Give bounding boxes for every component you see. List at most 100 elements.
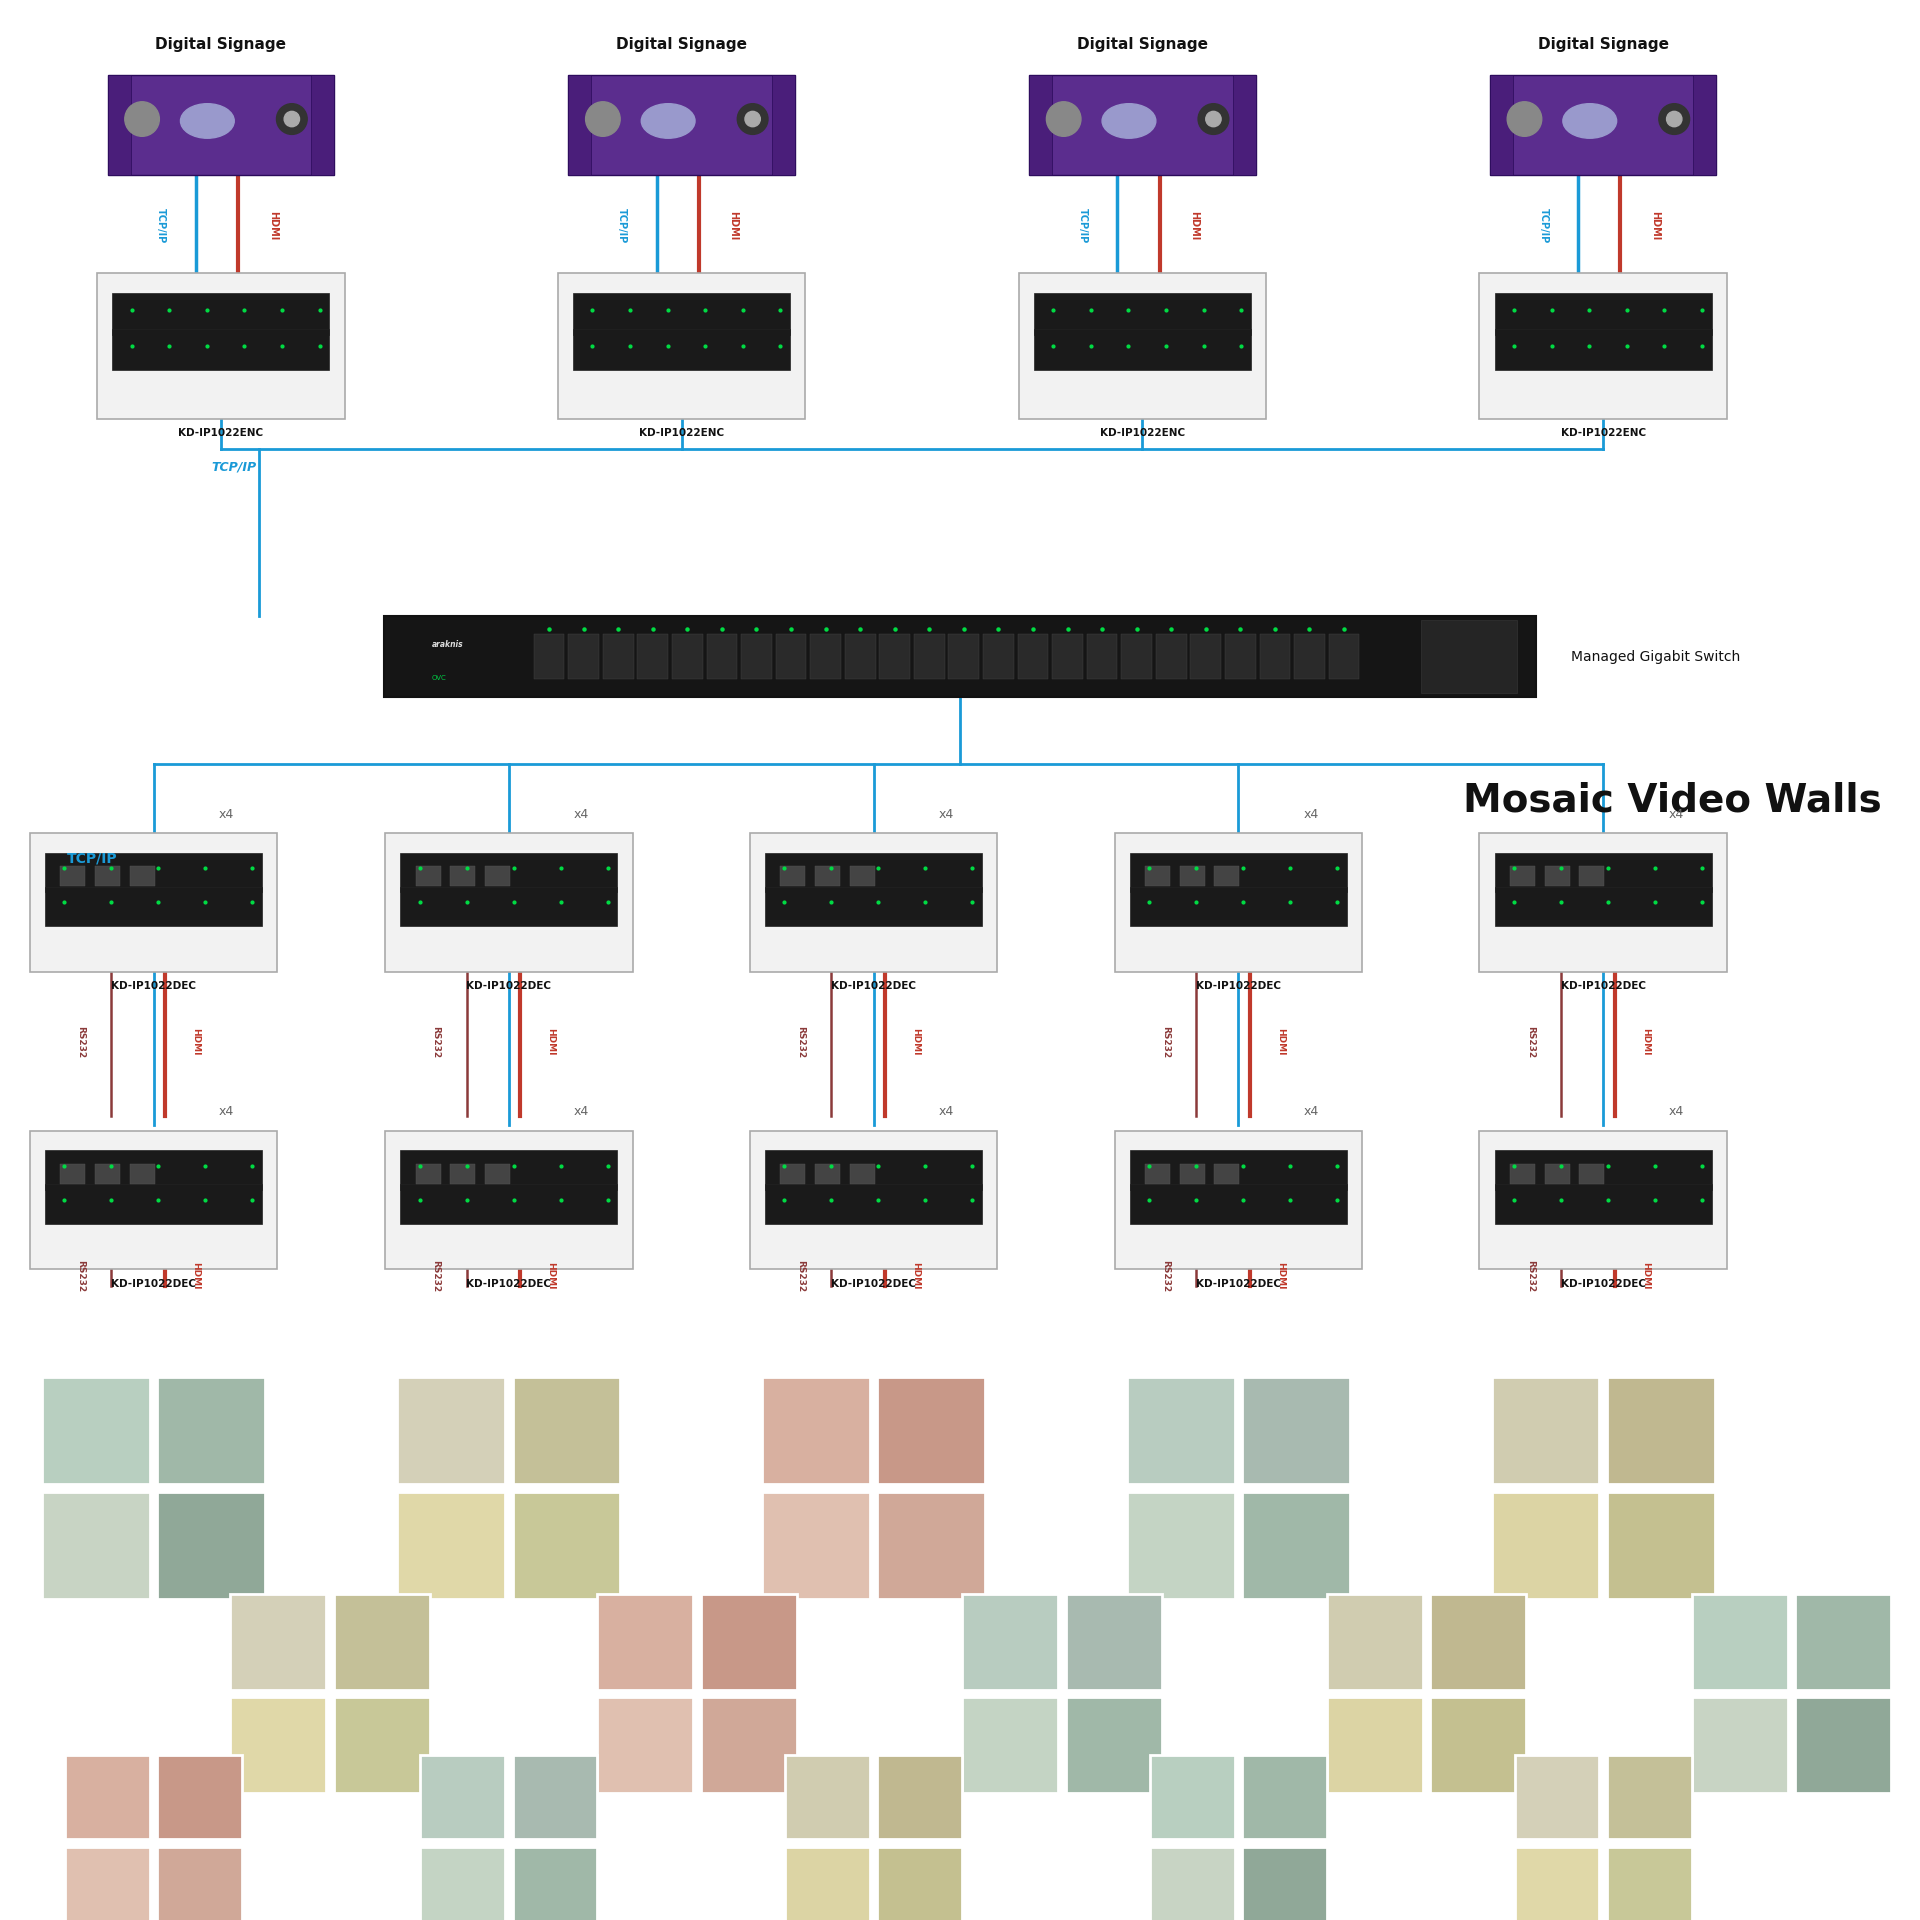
- Text: HDMI: HDMI: [267, 211, 278, 240]
- Text: Digital Signage: Digital Signage: [156, 36, 286, 52]
- Ellipse shape: [180, 104, 234, 138]
- Text: x4: x4: [1304, 808, 1319, 820]
- FancyBboxPatch shape: [749, 833, 998, 972]
- Text: HDMI: HDMI: [1642, 1027, 1649, 1056]
- FancyBboxPatch shape: [780, 1164, 806, 1183]
- FancyBboxPatch shape: [46, 1150, 261, 1190]
- FancyBboxPatch shape: [1033, 328, 1252, 371]
- FancyBboxPatch shape: [572, 294, 791, 334]
- FancyBboxPatch shape: [637, 634, 668, 680]
- FancyBboxPatch shape: [1494, 294, 1711, 334]
- FancyBboxPatch shape: [1033, 294, 1252, 334]
- Circle shape: [1198, 104, 1229, 134]
- FancyBboxPatch shape: [230, 1697, 326, 1793]
- FancyBboxPatch shape: [1144, 1164, 1171, 1183]
- FancyBboxPatch shape: [1179, 866, 1206, 887]
- Text: x4: x4: [939, 808, 954, 820]
- Text: HDMI: HDMI: [728, 211, 739, 240]
- Text: HDMI: HDMI: [912, 1261, 920, 1290]
- FancyBboxPatch shape: [849, 866, 876, 887]
- FancyBboxPatch shape: [845, 634, 876, 680]
- FancyBboxPatch shape: [96, 1164, 119, 1183]
- Text: RS232: RS232: [1526, 1025, 1534, 1058]
- FancyBboxPatch shape: [1129, 1185, 1348, 1223]
- Text: KD-IP1022DEC: KD-IP1022DEC: [1196, 1279, 1281, 1288]
- FancyBboxPatch shape: [96, 273, 346, 419]
- Text: HDMI: HDMI: [547, 1261, 555, 1290]
- FancyBboxPatch shape: [749, 1131, 998, 1269]
- FancyBboxPatch shape: [157, 1377, 265, 1484]
- FancyBboxPatch shape: [1795, 1594, 1891, 1690]
- Text: Digital Signage: Digital Signage: [1538, 36, 1668, 52]
- FancyBboxPatch shape: [417, 866, 442, 887]
- FancyBboxPatch shape: [849, 1164, 876, 1183]
- Text: RS232: RS232: [1526, 1260, 1534, 1292]
- FancyBboxPatch shape: [397, 1492, 505, 1599]
- FancyBboxPatch shape: [1066, 1697, 1162, 1793]
- Text: KD-IP1022DEC: KD-IP1022DEC: [111, 981, 196, 991]
- Text: TCP/IP: TCP/IP: [616, 207, 628, 244]
- Circle shape: [284, 111, 300, 127]
- Text: TCP/IP: TCP/IP: [67, 851, 117, 866]
- FancyBboxPatch shape: [157, 1847, 242, 1920]
- FancyBboxPatch shape: [816, 866, 841, 887]
- FancyBboxPatch shape: [572, 328, 791, 371]
- FancyBboxPatch shape: [1692, 1594, 1788, 1690]
- FancyBboxPatch shape: [764, 1150, 983, 1190]
- Text: x4: x4: [574, 808, 589, 820]
- Ellipse shape: [1102, 104, 1156, 138]
- FancyBboxPatch shape: [449, 866, 476, 887]
- Text: Digital Signage: Digital Signage: [1077, 36, 1208, 52]
- FancyBboxPatch shape: [46, 887, 261, 925]
- Text: RS232: RS232: [432, 1260, 440, 1292]
- FancyBboxPatch shape: [230, 1594, 326, 1690]
- Text: HDMI: HDMI: [1649, 211, 1661, 240]
- FancyBboxPatch shape: [131, 866, 154, 887]
- FancyBboxPatch shape: [1494, 852, 1711, 893]
- FancyBboxPatch shape: [701, 1594, 797, 1690]
- FancyBboxPatch shape: [420, 1755, 505, 1839]
- FancyBboxPatch shape: [417, 1164, 442, 1183]
- Text: Mosaic Video Walls: Mosaic Video Walls: [1463, 781, 1882, 820]
- FancyBboxPatch shape: [42, 1377, 150, 1484]
- FancyBboxPatch shape: [764, 852, 983, 893]
- FancyBboxPatch shape: [1494, 887, 1711, 925]
- FancyBboxPatch shape: [1607, 1847, 1692, 1920]
- FancyBboxPatch shape: [1179, 1164, 1206, 1183]
- Text: Managed Gigabit Switch: Managed Gigabit Switch: [1571, 649, 1740, 664]
- FancyBboxPatch shape: [384, 1131, 634, 1269]
- FancyBboxPatch shape: [1490, 75, 1513, 175]
- FancyBboxPatch shape: [1225, 634, 1256, 680]
- FancyBboxPatch shape: [1693, 75, 1716, 175]
- FancyBboxPatch shape: [513, 1377, 620, 1484]
- FancyBboxPatch shape: [1515, 1847, 1599, 1920]
- FancyBboxPatch shape: [1215, 1164, 1240, 1183]
- FancyBboxPatch shape: [1421, 620, 1517, 693]
- FancyBboxPatch shape: [1607, 1377, 1715, 1484]
- FancyBboxPatch shape: [1018, 634, 1048, 680]
- Text: KD-IP1022DEC: KD-IP1022DEC: [831, 981, 916, 991]
- FancyBboxPatch shape: [46, 852, 261, 893]
- FancyBboxPatch shape: [31, 1131, 278, 1269]
- FancyBboxPatch shape: [1494, 328, 1711, 371]
- Circle shape: [1659, 104, 1690, 134]
- FancyBboxPatch shape: [111, 294, 330, 334]
- FancyBboxPatch shape: [568, 634, 599, 680]
- Circle shape: [1206, 111, 1221, 127]
- Text: x4: x4: [219, 808, 234, 820]
- Text: TCP/IP: TCP/IP: [1077, 207, 1089, 244]
- Text: HDMI: HDMI: [912, 1027, 920, 1056]
- FancyBboxPatch shape: [484, 866, 511, 887]
- FancyBboxPatch shape: [1129, 1150, 1348, 1190]
- FancyBboxPatch shape: [1127, 1377, 1235, 1484]
- FancyBboxPatch shape: [61, 1164, 84, 1183]
- FancyBboxPatch shape: [484, 1164, 511, 1183]
- Text: HDMI: HDMI: [1277, 1027, 1284, 1056]
- Text: KD-IP1022ENC: KD-IP1022ENC: [179, 428, 263, 438]
- FancyBboxPatch shape: [1114, 1131, 1363, 1269]
- Circle shape: [125, 102, 159, 136]
- FancyBboxPatch shape: [780, 866, 806, 887]
- Text: HDMI: HDMI: [547, 1027, 555, 1056]
- Text: HDMI: HDMI: [1642, 1261, 1649, 1290]
- FancyBboxPatch shape: [384, 833, 634, 972]
